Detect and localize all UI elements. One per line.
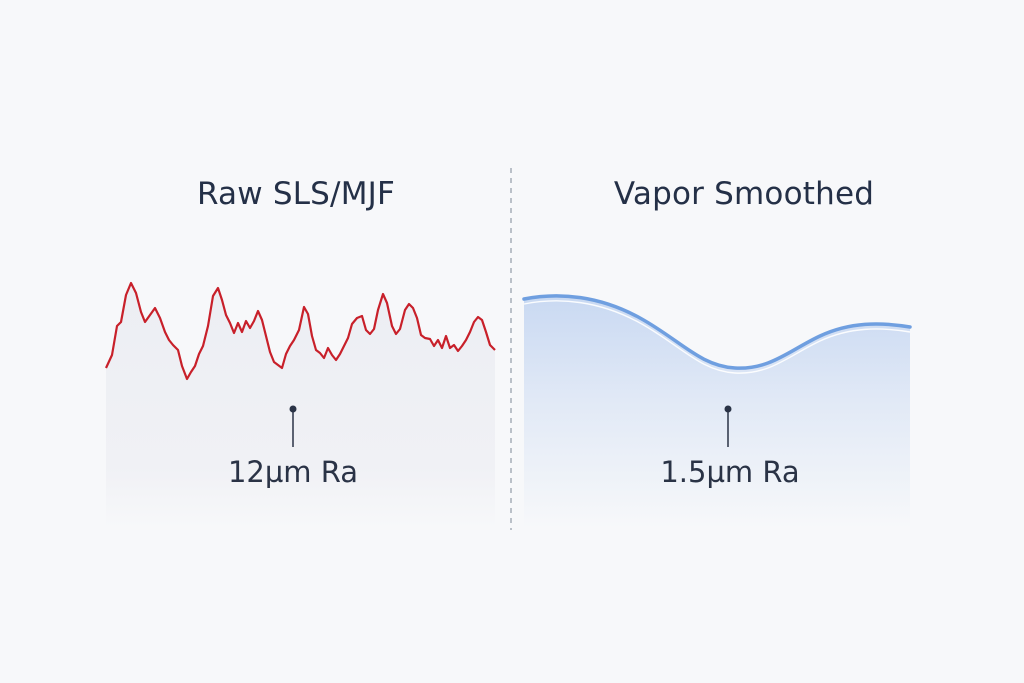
smooth-surface-highlight bbox=[523, 300, 911, 374]
smooth-surface-fill bbox=[524, 295, 910, 528]
smoothed-roughness-readout: 1.5µm Ra bbox=[660, 455, 800, 489]
rough-surface-fill bbox=[106, 283, 495, 528]
smoothed-panel-title: Vapor Smoothed bbox=[613, 176, 875, 212]
smooth-measure-pointer bbox=[724, 405, 732, 447]
rough-surface-profile-line bbox=[105, 281, 496, 381]
raw-panel-title: Raw SLS/MJF bbox=[196, 176, 396, 212]
smooth-surface-profile-line bbox=[522, 294, 912, 370]
raw-roughness-readout: 12µm Ra bbox=[227, 455, 359, 489]
rough-measure-pointer bbox=[289, 405, 297, 447]
